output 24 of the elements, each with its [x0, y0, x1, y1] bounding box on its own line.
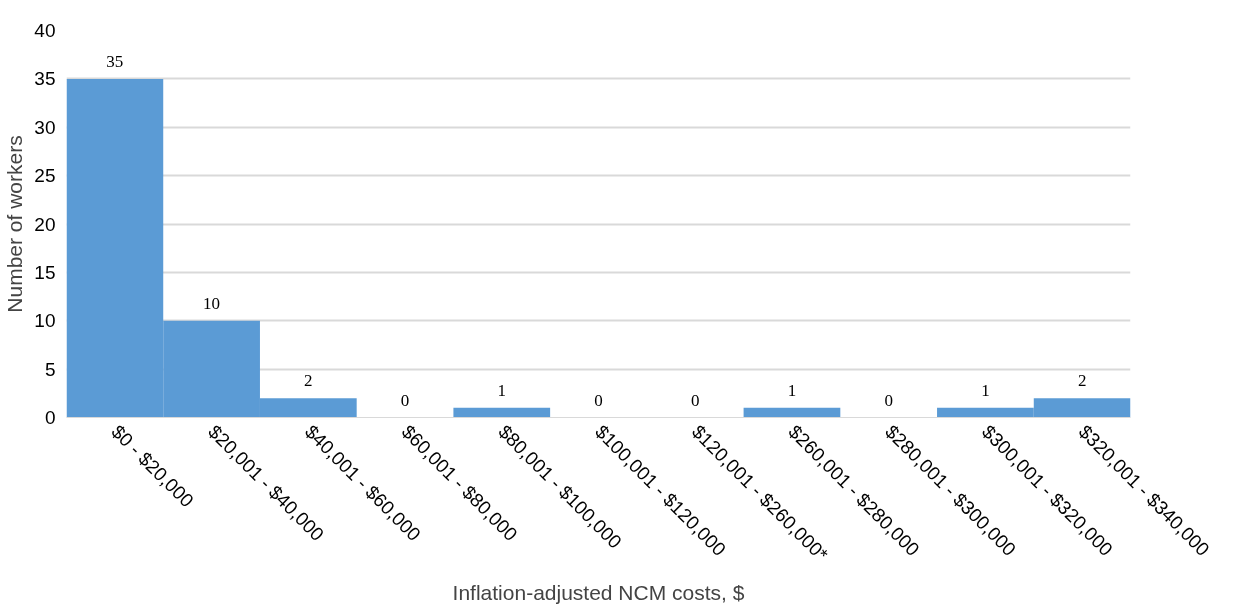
y-axis-title: Number of workers: [3, 135, 27, 313]
bar: [743, 407, 841, 418]
data-label: 2: [1077, 371, 1087, 391]
data-label: 1: [497, 380, 507, 400]
bar: [453, 407, 551, 418]
y-tick-label: 10: [34, 310, 56, 332]
y-tick-label: 0: [44, 407, 56, 428]
data-label: 35: [106, 51, 124, 71]
data-label: 0: [400, 390, 410, 410]
y-tick-label: 25: [34, 165, 56, 187]
data-label: 0: [690, 390, 700, 410]
data-label: 0: [594, 390, 603, 410]
y-tick-label: 35: [34, 68, 56, 90]
y-tick-label: 30: [34, 116, 56, 138]
data-label: 10: [203, 293, 221, 313]
data-label: 1: [981, 380, 990, 400]
data-label: 1: [787, 380, 797, 400]
data-label: 0: [884, 390, 893, 410]
y-tick-label: 15: [34, 261, 56, 283]
data-label: 2: [304, 371, 313, 391]
x-axis-title: Inflation-adjusted NCM costs, $: [452, 580, 745, 604]
y-tick-label: 40: [34, 20, 56, 41]
y-tick-label: 5: [44, 358, 56, 380]
y-tick-label: 20: [34, 213, 56, 235]
